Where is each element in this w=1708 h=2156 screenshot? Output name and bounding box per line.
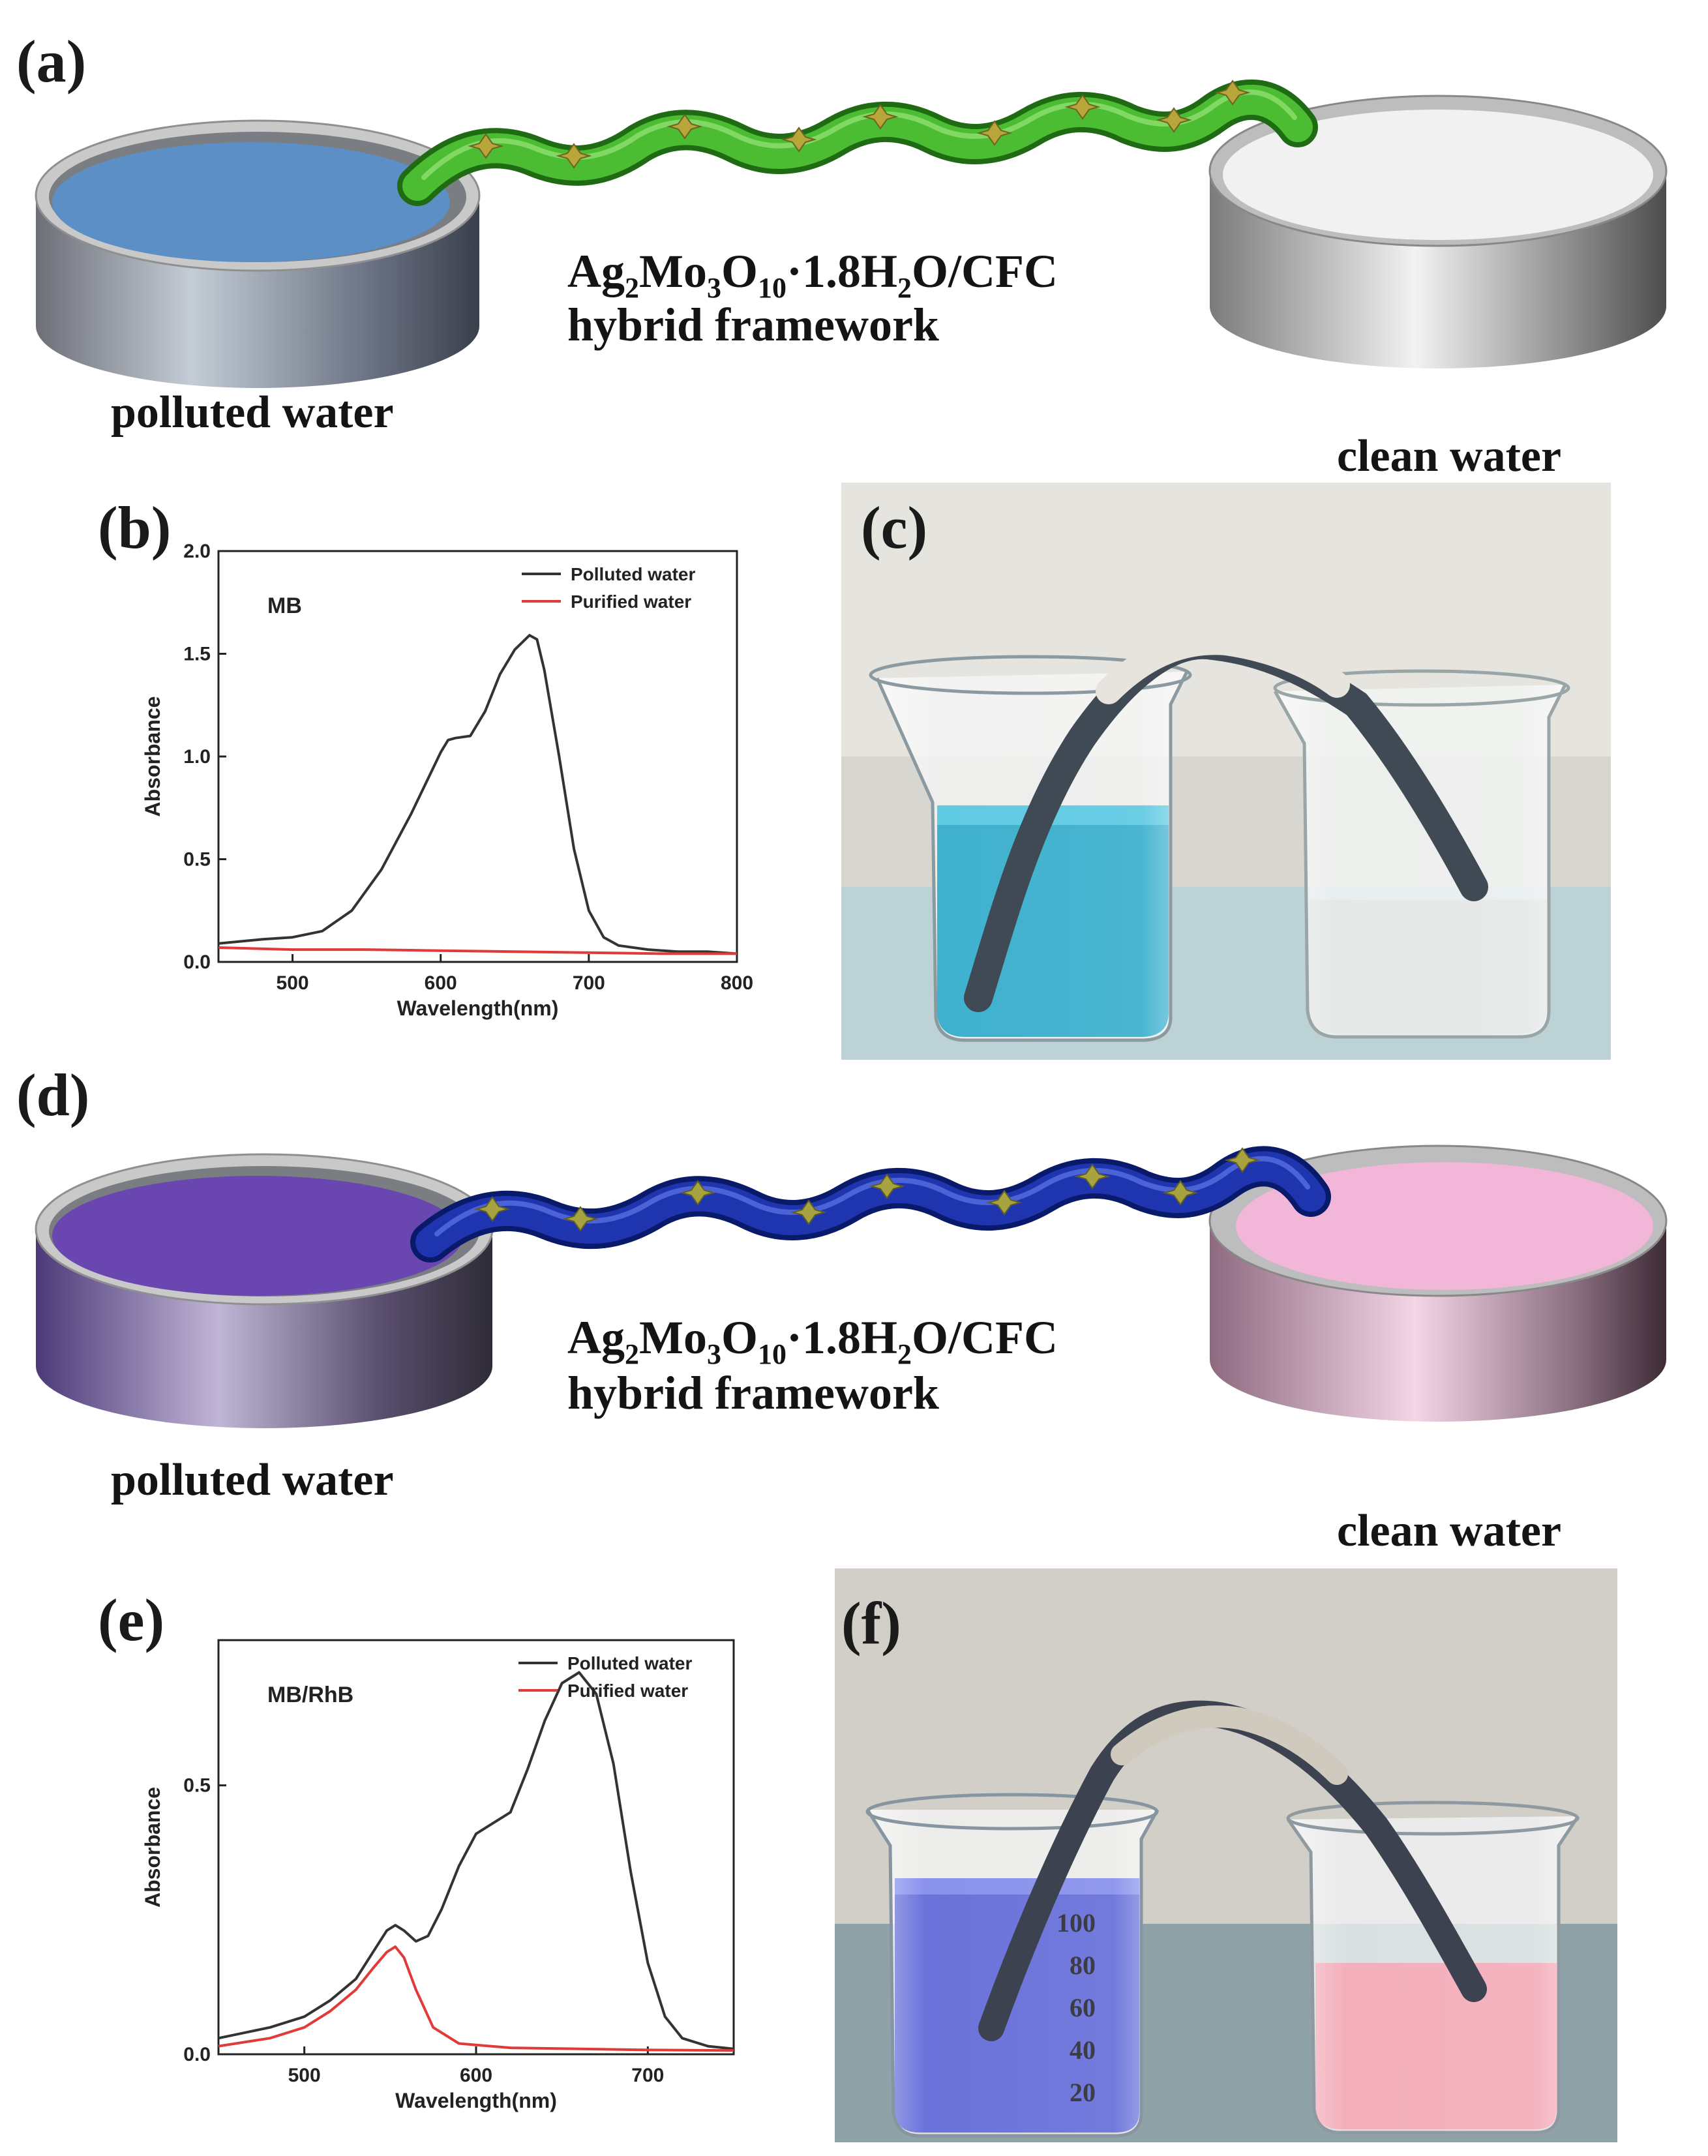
framework-subtitle: hybrid framework <box>567 299 939 351</box>
x-axis-label: Wavelength(nm) <box>395 2089 557 2112</box>
series-line-polluted <box>218 1671 734 2050</box>
dye-label: MB <box>267 593 302 618</box>
y-tick-label: 0.5 <box>183 1775 211 1797</box>
panel-e-letter: (e) <box>98 1587 164 1653</box>
x-axis-label: Wavelength(nm) <box>397 996 559 1020</box>
photo-f-right-beaker <box>1286 1801 1580 2134</box>
series-line-purified <box>218 946 737 955</box>
y-tick-label: 1.0 <box>183 746 211 768</box>
panel-b: (b) 500 600 700 800 0.0 0.5 1.0 1.5 2.0 Wavelengt… <box>98 494 753 1020</box>
panel-d: (d) <box>16 1062 1668 1556</box>
chart-b: 500 600 700 800 0.0 0.5 1.0 1.5 2.0 Wavelength(nm… <box>141 541 753 1020</box>
framework-formula: Ag2Mo3O10·1.8H2O/CFC <box>567 245 1058 304</box>
legend-label: Purified water <box>571 591 691 612</box>
polluted-water-surface <box>52 142 450 262</box>
y-tick-label: 2.0 <box>183 541 211 562</box>
polluted-water-dish <box>35 119 481 388</box>
panel-a: (a) <box>16 28 1668 481</box>
x-tick-label: 700 <box>573 972 605 994</box>
framework-formula-d: Ag2Mo3O10·1.8H2O/CFC <box>567 1311 1058 1370</box>
series-line-polluted <box>218 634 738 955</box>
polluted-water-dish-d <box>35 1153 494 1428</box>
x-tick-label: 800 <box>721 972 753 994</box>
y-tick-label: 0.5 <box>183 849 211 871</box>
panel-d-letter: (d) <box>16 1062 89 1128</box>
x-tick-label: 500 <box>288 2065 321 2086</box>
chart-e: 500 600 700 0.0 0.5 Wavelength(nm) Absorbance P… <box>141 1639 735 2112</box>
legend-label: Purified water <box>567 1681 688 1701</box>
photo-c-right-beaker <box>1273 669 1570 1039</box>
clean-water-label: clean water <box>1337 431 1561 481</box>
panel-f-letter: (f) <box>841 1590 901 1656</box>
y-tick-label: 1.5 <box>183 644 211 665</box>
y-tick-label: 0.0 <box>183 951 211 973</box>
x-tick-label: 700 <box>631 2065 664 2086</box>
x-tick-label: 600 <box>460 2065 492 2086</box>
polluted-water-surface-d <box>52 1176 463 1296</box>
y-axis-label: Absorbance <box>141 696 164 817</box>
panel-c-letter: (c) <box>861 494 927 561</box>
panel-a-letter: (a) <box>16 28 86 95</box>
x-tick-label: 500 <box>277 972 309 994</box>
hybrid-framework-strip <box>397 79 1318 206</box>
x-tick-label: 600 <box>425 972 457 994</box>
clean-water-label-d: clean water <box>1337 1506 1561 1556</box>
dye-label: MB/RhB <box>267 1683 353 1707</box>
polluted-water-label: polluted water <box>111 387 394 438</box>
panel-e: (e) 500 600 700 0.0 0.5 Wavelength(nm) Absorba… <box>98 1587 735 2112</box>
hybrid-framework-strip-d <box>410 1146 1331 1263</box>
clean-water-dish <box>1208 95 1668 368</box>
polluted-water-label-d: polluted water <box>111 1455 394 1505</box>
y-axis-label: Absorbance <box>141 1787 164 1908</box>
framework-subtitle-d: hybrid framework <box>567 1367 939 1419</box>
panel-c-photo: (c) <box>841 483 1611 1060</box>
y-tick-label: 0.0 <box>183 2044 211 2065</box>
clean-water-surface-d <box>1236 1162 1653 1290</box>
panel-b-letter: (b) <box>98 494 171 561</box>
series-line-purified <box>218 1945 734 2052</box>
legend-label: Polluted water <box>567 1653 692 1673</box>
panel-f-photo: 100 80 60 40 20 (f) <box>835 1568 1617 2142</box>
clean-water-dish-d <box>1208 1145 1668 1422</box>
legend-label: Polluted water <box>571 564 695 584</box>
clean-water-surface <box>1223 110 1653 240</box>
